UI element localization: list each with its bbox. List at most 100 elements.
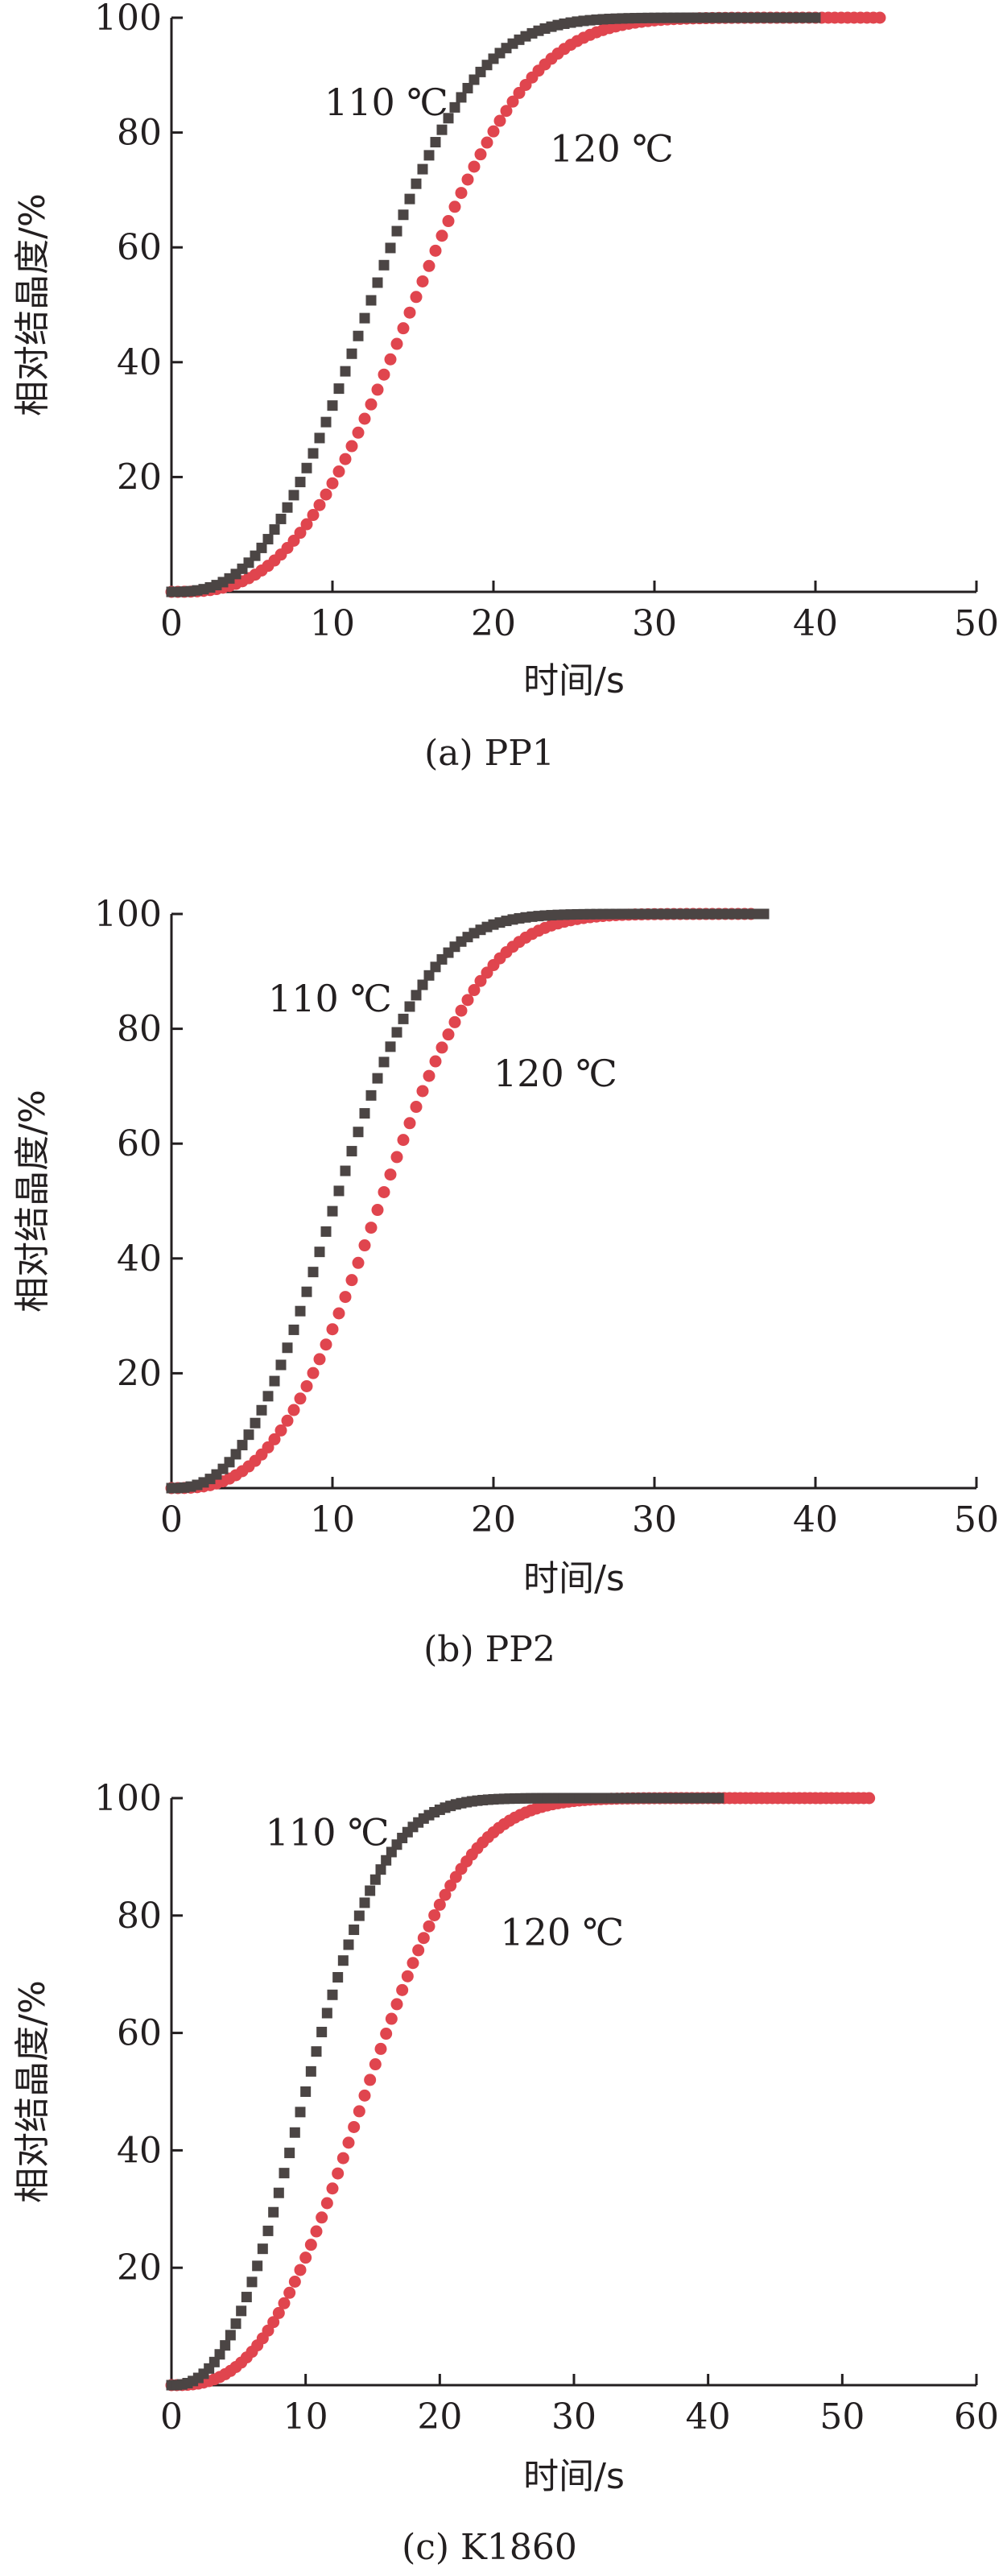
data-point — [320, 416, 332, 428]
data-point — [305, 2065, 316, 2077]
data-point — [281, 1414, 294, 1427]
data-point — [369, 1874, 381, 1885]
data-point — [410, 291, 423, 304]
data-point — [375, 1864, 386, 1875]
series-label-120: 120 ℃ — [500, 1910, 624, 1954]
data-point — [224, 1457, 235, 1468]
data-point — [390, 337, 403, 350]
data-point — [274, 1424, 287, 1437]
data-point — [272, 2306, 285, 2319]
data-point — [423, 150, 435, 161]
data-point — [873, 11, 886, 24]
data-point — [365, 1222, 378, 1234]
data-point — [404, 193, 415, 205]
data-point — [378, 259, 390, 271]
series-110 — [166, 908, 770, 1494]
x-tick-label: 10 — [310, 1499, 355, 1540]
data-point — [810, 12, 821, 23]
y-tick-label: 40 — [117, 342, 162, 383]
data-point — [365, 1885, 376, 1896]
data-point — [358, 412, 371, 425]
data-point — [237, 1440, 248, 1451]
data-point — [384, 353, 397, 366]
data-point — [282, 1342, 293, 1354]
data-point — [391, 225, 402, 237]
data-point — [236, 2305, 247, 2317]
data-point — [332, 2167, 345, 2180]
y-tick-label: 60 — [117, 227, 162, 268]
data-point — [380, 2028, 393, 2041]
data-point — [269, 524, 280, 535]
data-point — [429, 244, 442, 257]
data-point — [301, 1286, 312, 1297]
data-point — [416, 1085, 429, 1098]
data-point — [300, 2086, 312, 2097]
data-point — [456, 92, 467, 103]
x-tick-label: 0 — [160, 603, 183, 644]
data-point — [339, 1291, 352, 1304]
x-tick-label: 10 — [310, 603, 355, 644]
data-point — [225, 2330, 236, 2341]
series-110 — [166, 1792, 724, 2391]
data-point — [429, 1055, 442, 1068]
data-point — [378, 1185, 390, 1198]
chart-panel-2: 0 10 20 30 40 50 20 40 60 80 100 时间/s 相对结晶度/% (b) PP2… — [12, 894, 999, 1670]
x-tick-label: 50 — [819, 2396, 865, 2437]
data-point — [346, 348, 357, 359]
data-point — [391, 1027, 402, 1038]
data-point — [417, 163, 428, 175]
data-point — [269, 1375, 280, 1387]
data-point — [449, 101, 460, 113]
data-point — [316, 2211, 328, 2224]
data-point — [267, 2316, 280, 2329]
data-point — [358, 2089, 371, 2102]
y-tick-label: 20 — [117, 1353, 162, 1394]
data-point — [262, 2225, 274, 2236]
data-point — [411, 178, 422, 189]
data-point — [332, 465, 345, 478]
data-point — [243, 1429, 254, 1441]
data-point — [398, 1013, 409, 1024]
panel-caption: (c) K1860 — [402, 2527, 577, 2568]
data-point — [313, 1353, 326, 1366]
y-tick-label: 100 — [94, 0, 162, 39]
data-point — [256, 542, 267, 553]
x-tick-label: 40 — [793, 1499, 838, 1540]
data-point — [365, 295, 377, 306]
data-point — [390, 1998, 403, 2011]
data-point — [295, 477, 306, 488]
data-point — [250, 1417, 261, 1429]
data-point — [423, 970, 435, 981]
data-point — [337, 1955, 349, 1966]
data-point — [300, 518, 313, 531]
data-point — [320, 488, 332, 501]
data-point — [301, 462, 312, 473]
series-label-110: 110 ℃ — [324, 81, 448, 124]
panel-caption: (a) PP1 — [424, 733, 555, 774]
data-point — [444, 1879, 457, 1892]
data-point — [339, 453, 352, 465]
data-point — [308, 448, 319, 459]
chart-panel-1: 0 10 20 30 40 50 20 40 60 80 100 时间/s 相对结晶度/% (a) PP1… — [12, 0, 999, 774]
data-point — [397, 1134, 410, 1147]
data-point — [294, 527, 307, 540]
x-tick-label: 30 — [551, 2396, 596, 2437]
data-point — [333, 1185, 345, 1197]
data-point — [340, 366, 351, 377]
data-point — [359, 1108, 370, 1119]
data-point — [340, 1165, 351, 1176]
data-point — [359, 312, 370, 324]
y-tick-label: 80 — [117, 113, 162, 154]
x-tick-label: 20 — [417, 2396, 462, 2437]
data-point — [230, 2318, 241, 2330]
data-point — [468, 984, 481, 997]
data-point — [275, 513, 287, 524]
data-point — [506, 95, 519, 108]
data-point — [442, 1028, 455, 1041]
y-tick-label: 60 — [117, 1123, 162, 1164]
data-point — [403, 306, 416, 319]
data-point — [352, 1256, 365, 1269]
series-label-110: 110 ℃ — [268, 977, 392, 1020]
data-point — [336, 2152, 349, 2165]
data-point — [268, 2206, 279, 2218]
